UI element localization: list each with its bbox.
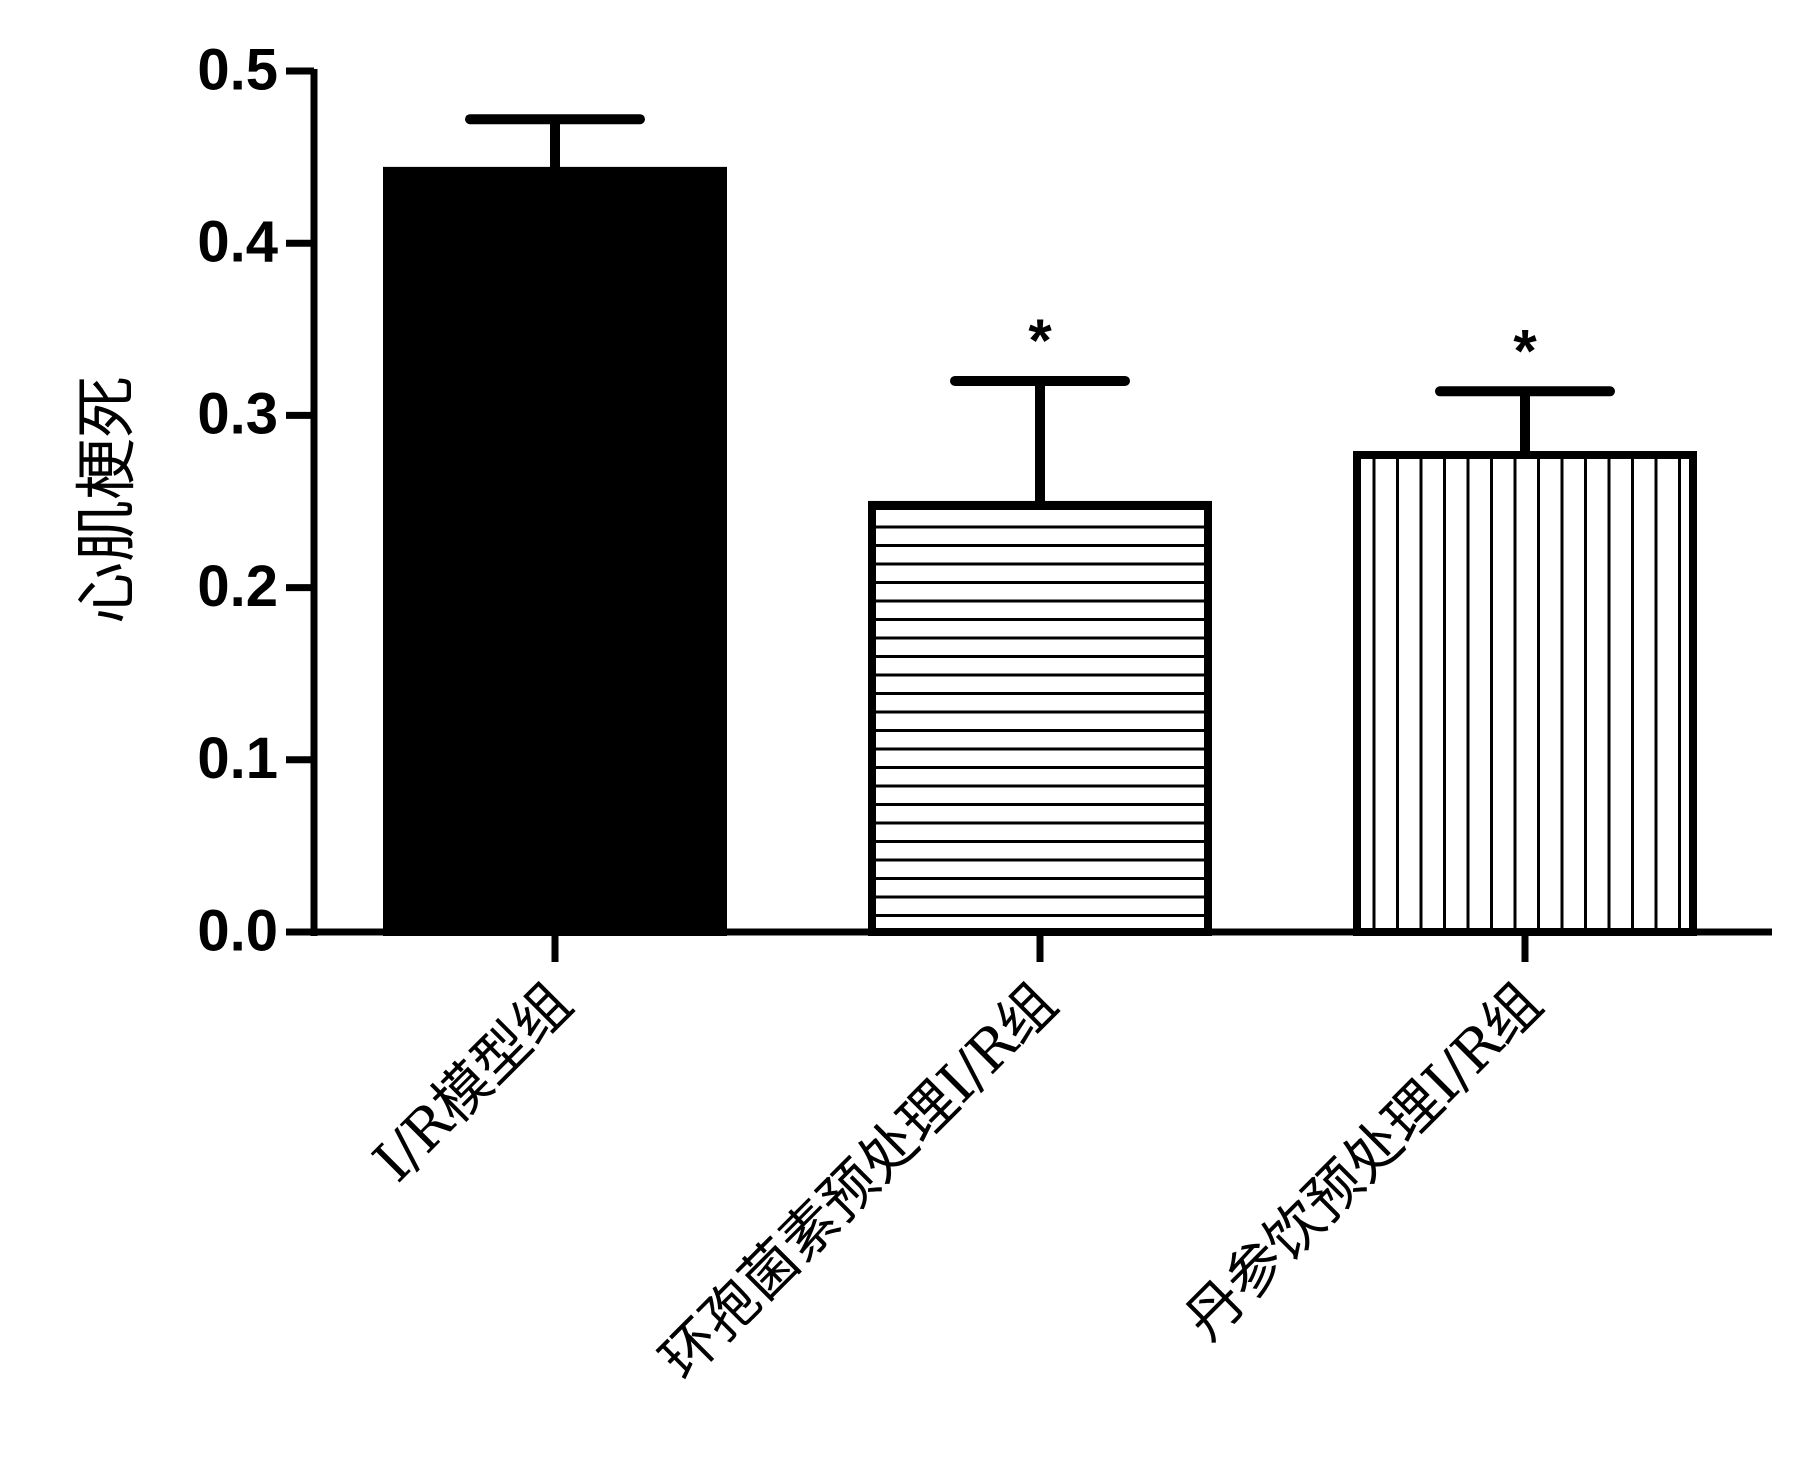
x-tick-label: I/R模型组: [361, 971, 585, 1195]
y-tick-label: 0.0: [197, 898, 278, 963]
y-tick-label: 0.3: [197, 382, 278, 447]
bar: [1353, 451, 1697, 936]
y-tick-label: 0.2: [197, 554, 278, 619]
significance-marker: *: [1513, 317, 1537, 384]
y-tick-label: 0.1: [197, 726, 278, 791]
y-tick-label: 0.5: [197, 37, 278, 102]
bar: [383, 166, 727, 937]
bar: [868, 500, 1212, 936]
x-tick-label: 丹参饮预处理I/R组: [1173, 971, 1555, 1353]
significance-marker: *: [1028, 307, 1052, 374]
y-tick-label: 0.4: [197, 210, 278, 275]
x-tick-label: 环孢菌素预处理I/R组: [648, 971, 1070, 1393]
y-axis-label: 心肌梗死: [70, 376, 143, 624]
